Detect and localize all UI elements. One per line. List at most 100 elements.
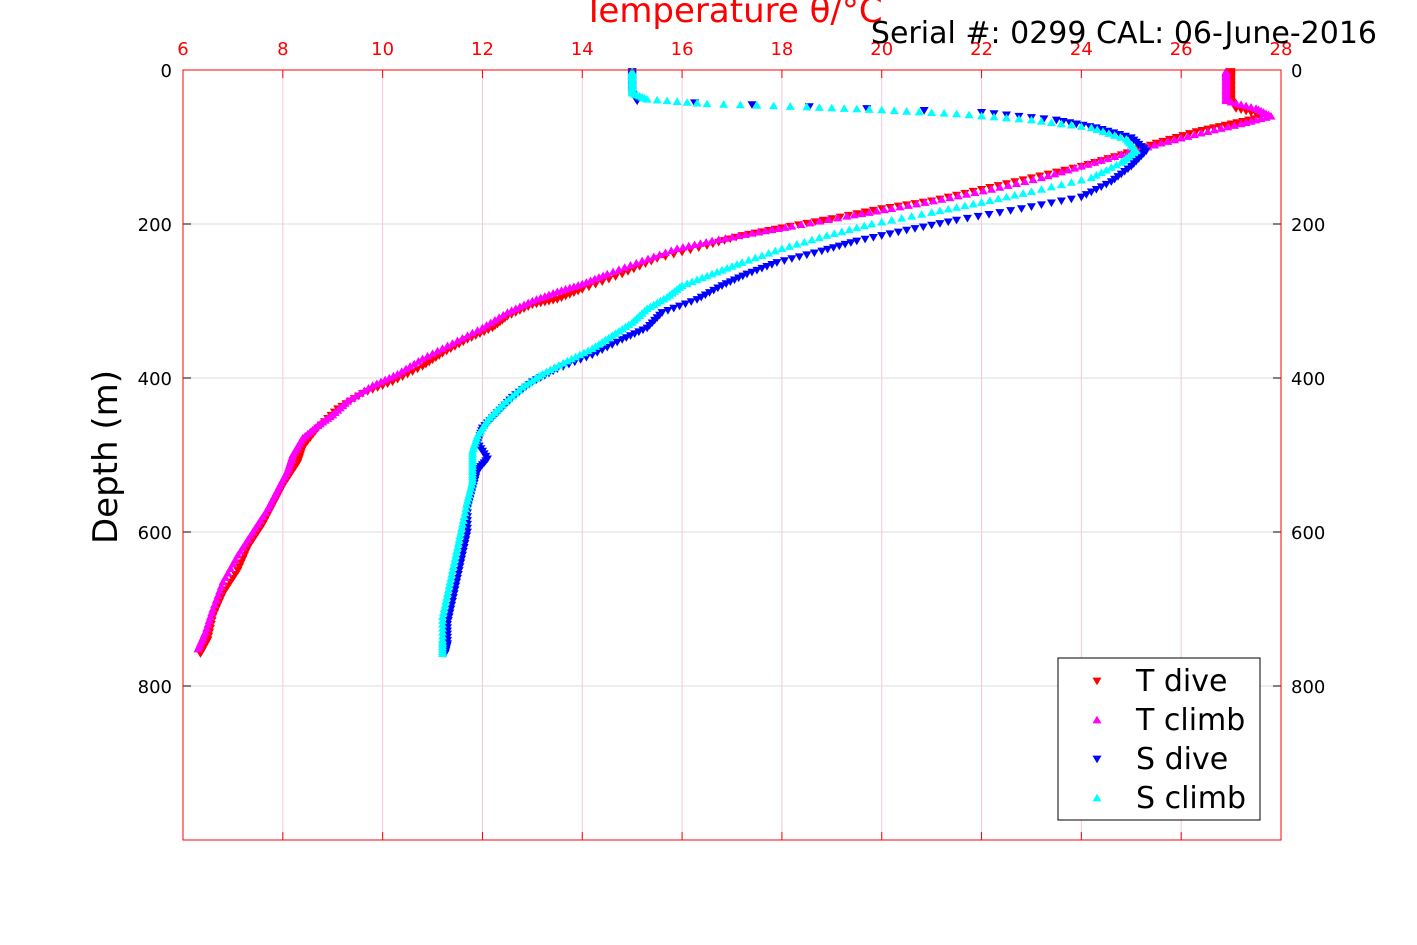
data-point bbox=[1046, 199, 1056, 208]
data-point bbox=[809, 249, 819, 258]
data-point bbox=[887, 215, 897, 224]
data-point bbox=[614, 265, 624, 274]
data-point bbox=[1056, 119, 1066, 128]
data-point bbox=[1178, 132, 1188, 140]
data-point bbox=[1014, 114, 1024, 123]
data-point bbox=[1063, 165, 1073, 174]
data-point bbox=[408, 368, 418, 376]
y-tick-label-right: 600 bbox=[1291, 523, 1325, 544]
data-point bbox=[293, 459, 303, 467]
y-tick-label-left: 400 bbox=[138, 369, 172, 390]
data-point bbox=[607, 341, 617, 349]
data-point bbox=[423, 351, 433, 360]
data-point bbox=[452, 546, 462, 555]
data-point bbox=[621, 334, 631, 342]
data-point bbox=[927, 108, 937, 116]
data-point bbox=[747, 228, 757, 237]
data-point bbox=[233, 567, 243, 575]
data-point bbox=[678, 243, 688, 251]
x-tick-label: 6 bbox=[177, 39, 188, 60]
data-point bbox=[943, 204, 953, 213]
data-point bbox=[1189, 130, 1199, 139]
data-point bbox=[707, 269, 717, 278]
x-tick-label: 28 bbox=[1270, 39, 1293, 60]
data-point bbox=[453, 543, 462, 551]
data-point bbox=[962, 214, 972, 223]
data-point bbox=[450, 554, 460, 563]
data-point bbox=[675, 302, 685, 311]
data-point bbox=[1010, 178, 1020, 186]
data-point bbox=[597, 346, 607, 355]
data-point bbox=[1096, 183, 1106, 192]
data-point bbox=[1106, 163, 1116, 171]
data-point bbox=[1081, 191, 1091, 199]
data-point bbox=[732, 260, 742, 268]
data-point bbox=[460, 508, 470, 517]
data-point bbox=[1020, 177, 1030, 186]
data-point bbox=[717, 265, 727, 274]
data-point bbox=[792, 240, 802, 248]
data-point bbox=[709, 286, 719, 295]
data-point bbox=[193, 644, 203, 653]
chart-title: Temperature θ/°C bbox=[582, 0, 882, 31]
data-point bbox=[757, 251, 767, 259]
data-point bbox=[449, 558, 459, 567]
data-point bbox=[742, 270, 752, 279]
data-point bbox=[1046, 118, 1056, 126]
data-point bbox=[859, 221, 869, 230]
data-point bbox=[1226, 97, 1236, 106]
data-point bbox=[769, 101, 779, 110]
data-point bbox=[626, 332, 636, 340]
data-point bbox=[487, 324, 497, 333]
data-point bbox=[984, 211, 994, 219]
data-point bbox=[985, 184, 995, 192]
data-point bbox=[945, 193, 955, 202]
data-point bbox=[1026, 115, 1036, 124]
data-point bbox=[440, 600, 450, 609]
data-point bbox=[785, 102, 795, 110]
data-point bbox=[897, 213, 907, 222]
legend-marker bbox=[1092, 793, 1102, 802]
data-point bbox=[443, 341, 453, 350]
data-point bbox=[1058, 117, 1068, 126]
data-point bbox=[717, 282, 727, 290]
data-point bbox=[502, 308, 512, 316]
data-point bbox=[784, 242, 794, 250]
data-point bbox=[405, 362, 415, 370]
data-point bbox=[752, 101, 762, 109]
data-point bbox=[1092, 125, 1102, 134]
data-point bbox=[787, 255, 797, 263]
data-point bbox=[727, 232, 737, 241]
data-point bbox=[864, 105, 874, 113]
data-point bbox=[1036, 117, 1046, 125]
data-point bbox=[810, 218, 820, 226]
data-point bbox=[737, 258, 747, 266]
data-point bbox=[1110, 152, 1120, 160]
data-point bbox=[750, 253, 760, 262]
data-point bbox=[1003, 181, 1013, 189]
data-point bbox=[978, 186, 988, 195]
data-point bbox=[690, 240, 700, 249]
data-point bbox=[712, 267, 722, 276]
x-tick-label: 8 bbox=[277, 39, 288, 60]
data-point bbox=[833, 213, 843, 222]
data-point bbox=[443, 585, 453, 594]
data-point bbox=[985, 196, 995, 205]
y-tick-label-right: 400 bbox=[1291, 369, 1325, 390]
data-point bbox=[779, 257, 789, 265]
data-point bbox=[1209, 125, 1219, 134]
data-point bbox=[634, 328, 644, 337]
data-point bbox=[620, 263, 630, 271]
data-point bbox=[236, 559, 246, 568]
data-point bbox=[457, 333, 467, 342]
data-point bbox=[490, 315, 500, 324]
data-point bbox=[1229, 121, 1239, 129]
data-point bbox=[993, 194, 1003, 203]
data-point bbox=[666, 246, 676, 255]
data-point bbox=[602, 343, 612, 352]
data-point bbox=[1076, 175, 1086, 184]
data-point bbox=[441, 597, 451, 605]
data-point bbox=[637, 256, 647, 265]
data-point bbox=[457, 523, 467, 532]
